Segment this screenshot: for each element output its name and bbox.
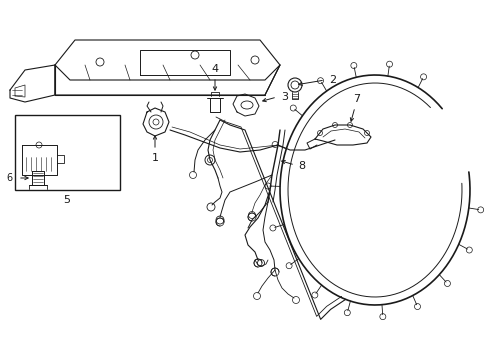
Text: 2: 2: [329, 75, 337, 85]
Text: 8: 8: [298, 161, 306, 171]
Text: 7: 7: [353, 94, 361, 104]
Text: 3: 3: [281, 92, 289, 102]
Text: 4: 4: [212, 64, 219, 74]
Bar: [15, 115, 120, 190]
Text: 5: 5: [64, 195, 71, 205]
Text: 6: 6: [6, 173, 12, 183]
Text: 1: 1: [151, 153, 158, 163]
